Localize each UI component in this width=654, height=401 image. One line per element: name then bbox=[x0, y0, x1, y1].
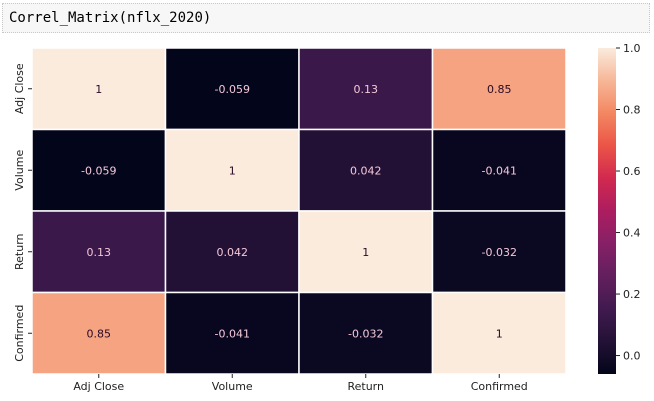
x-tick-label: Return bbox=[347, 380, 384, 393]
heatmap-cell-2-1 bbox=[164, 210, 300, 294]
cell-annotation-0-3: 0.85 bbox=[487, 83, 512, 96]
colorbar-tick-label: 0.6 bbox=[623, 165, 641, 178]
heatmap-annotations: 1 -0.059 0.13 0.85 -0.059 1 0.042 -0.041 0.13 0.0… bbox=[81, 83, 517, 341]
colorbar: 0.0 0.2 0.4 0.6 0.8 1.0 bbox=[598, 42, 641, 374]
cell-annotation-0-2: 0.13 bbox=[354, 83, 379, 96]
y-axis-ticks: Adj Close Volume Return Confirmed bbox=[13, 63, 32, 362]
code-close-paren: ) bbox=[202, 10, 212, 26]
y-tick-label: Return bbox=[13, 233, 26, 270]
heatmap-cell-0-3 bbox=[431, 47, 567, 131]
code-argument: nflx_2020 bbox=[127, 10, 203, 26]
code-function-name: Correl_Matrix bbox=[9, 10, 119, 26]
y-tick-label: Adj Close bbox=[13, 63, 26, 114]
cell-annotation-3-0: 0.85 bbox=[87, 327, 112, 340]
cell-annotation-1-0: -0.059 bbox=[81, 164, 116, 177]
heatmap-cell-3-3 bbox=[431, 291, 567, 375]
cell-annotation-2-2: 1 bbox=[362, 246, 369, 259]
x-tick-label: Adj Close bbox=[73, 380, 124, 393]
cell-annotation-2-3: -0.032 bbox=[482, 246, 517, 259]
colorbar-tick-label: 0.2 bbox=[623, 288, 641, 301]
cell-annotation-3-3: 1 bbox=[496, 327, 503, 340]
code-cell[interactable]: Correl_Matrix(nflx_2020) bbox=[2, 3, 650, 33]
x-tick-label: Volume bbox=[212, 380, 253, 393]
y-tick-label: Volume bbox=[13, 150, 26, 191]
cell-annotation-3-2: -0.032 bbox=[348, 327, 383, 340]
heatmap-cell-1-3 bbox=[431, 128, 567, 212]
heatmap-cell-0-2 bbox=[298, 47, 434, 131]
cell-annotation-0-1: -0.059 bbox=[215, 83, 250, 96]
cell-annotation-1-2: 0.042 bbox=[350, 164, 382, 177]
heatmap-cell-0-1 bbox=[164, 47, 300, 131]
heatmap-cell-2-2 bbox=[298, 210, 434, 294]
colorbar-tick-label: 1.0 bbox=[623, 42, 641, 55]
colorbar-tick-label: 0.8 bbox=[623, 104, 641, 117]
cell-annotation-1-3: -0.041 bbox=[482, 164, 517, 177]
colorbar-strip bbox=[598, 48, 616, 374]
cell-annotation-3-1: -0.041 bbox=[215, 327, 250, 340]
cell-annotation-1-1: 1 bbox=[229, 164, 236, 177]
x-axis-ticks: Adj Close Volume Return Confirmed bbox=[73, 374, 528, 393]
colorbar-tick-label: 0.0 bbox=[623, 350, 641, 363]
colorbar-tick-label: 0.4 bbox=[623, 227, 641, 240]
heatmap-cell-3-0 bbox=[31, 291, 167, 375]
x-tick-label: Confirmed bbox=[471, 380, 528, 393]
y-tick-label: Confirmed bbox=[13, 305, 26, 362]
code-open-paren: ( bbox=[118, 10, 128, 26]
cell-annotation-0-0: 1 bbox=[95, 83, 102, 96]
cell-annotation-2-0: 0.13 bbox=[87, 246, 112, 259]
heatmap-cell-2-0 bbox=[31, 210, 167, 294]
heatmap-cells bbox=[31, 47, 567, 375]
cell-annotation-2-1: 0.042 bbox=[217, 246, 249, 259]
